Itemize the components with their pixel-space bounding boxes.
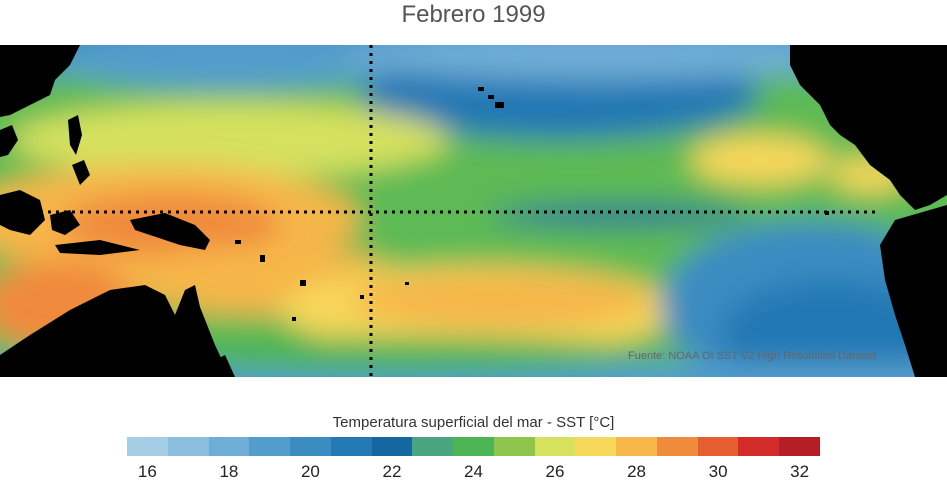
colorbar-swatch xyxy=(779,437,821,456)
colorbar-swatch xyxy=(738,437,780,456)
colorbar-swatch xyxy=(575,437,617,456)
colorbar-tick-label: 16 xyxy=(137,462,157,481)
sst-map xyxy=(0,45,947,377)
colorbar-swatch xyxy=(330,437,372,456)
colorbar-tick-label: 26 xyxy=(545,462,565,481)
colorbar-swatch xyxy=(208,437,250,456)
colorbar-swatch xyxy=(453,437,494,456)
colorbar-swatch xyxy=(697,437,739,456)
colorbar-swatch xyxy=(371,437,413,456)
colorbar xyxy=(127,437,821,456)
data-source-note: Fuente: NOAA OI SST V2 High Resolution D… xyxy=(628,350,877,362)
colorbar-swatch xyxy=(412,437,454,456)
colorbar-label: Temperatura superficial del mar - SST [°… xyxy=(332,414,615,431)
colorbar-swatch xyxy=(127,437,168,456)
colorbar-swatch xyxy=(616,437,657,456)
map-title: Febrero 1999 xyxy=(401,1,546,28)
colorbar-swatch xyxy=(249,437,291,456)
colorbar-tick-label: 18 xyxy=(219,462,239,481)
colorbar-tick-label: 20 xyxy=(300,462,320,481)
colorbar-ticks: 16 18 20 22 24 26 28 30 32 xyxy=(0,462,947,481)
colorbar-tick-label: 32 xyxy=(790,462,810,481)
colorbar-tick-label: 22 xyxy=(382,462,402,481)
colorbar-swatch xyxy=(493,437,535,456)
colorbar-swatch xyxy=(534,437,576,456)
colorbar-swatch xyxy=(656,437,698,456)
colorbar-tick-label: 24 xyxy=(464,462,483,481)
colorbar-swatch xyxy=(290,437,331,456)
colorbar-swatch xyxy=(167,437,209,456)
colorbar-tick-label: 28 xyxy=(627,462,647,481)
colorbar-tick-label: 30 xyxy=(708,462,728,481)
